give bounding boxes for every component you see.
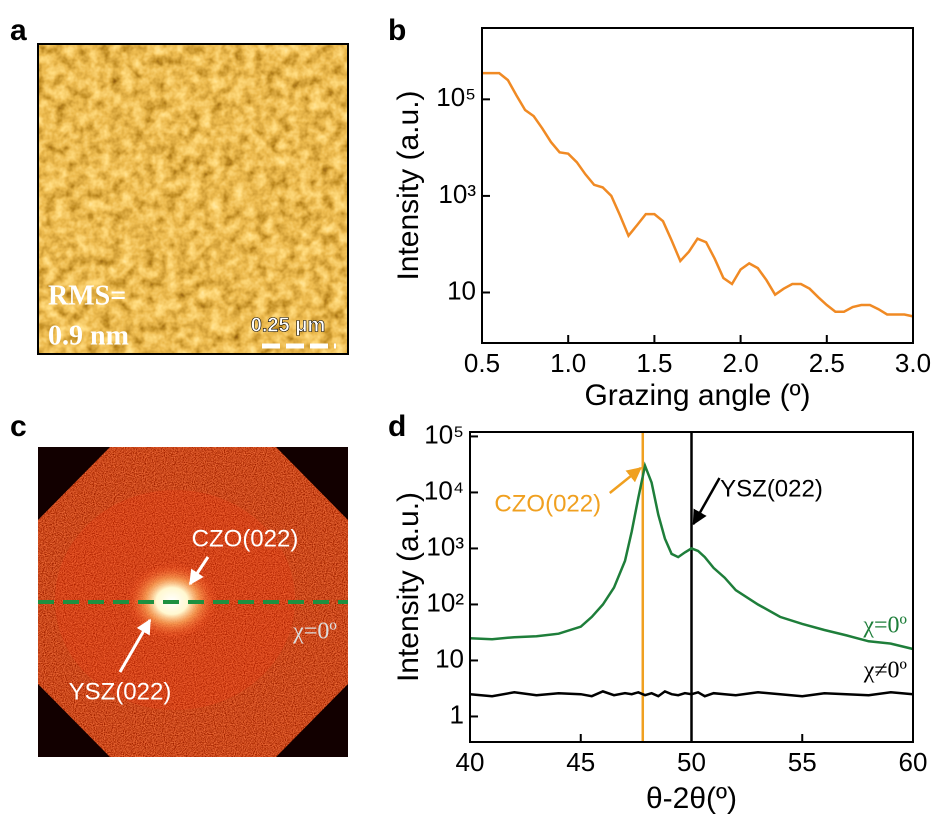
- panel-letter: d: [388, 410, 406, 443]
- panel-letter: b: [388, 14, 406, 47]
- data-line: [482, 73, 913, 316]
- x-tick-label: 2.0: [723, 348, 759, 378]
- x-axis-label: Grazing angle (º): [584, 379, 810, 412]
- x-tick-label: 1.0: [550, 348, 586, 378]
- x-tick-label: 2.5: [809, 348, 845, 378]
- y-axis-label: Intensity (a.u.): [392, 492, 425, 682]
- y-tick-label: 10³: [438, 179, 476, 209]
- x-tick-label: 0.5: [464, 348, 500, 378]
- marker-arrow: [694, 478, 720, 524]
- marker-label: YSZ(022): [720, 475, 823, 502]
- y-tick-label: 10⁵: [436, 82, 476, 112]
- y-tick-label: 10: [447, 275, 476, 305]
- plot-frame: [482, 28, 913, 343]
- y-axis-label: Intensity (a.u.): [392, 90, 425, 280]
- cut-label: χ=0º: [292, 619, 337, 645]
- rms-label: RMS=: [48, 280, 126, 311]
- x-tick-label: 1.5: [636, 348, 672, 378]
- figure: RMS= 0.9 nm 0.25 μm CZO(022) YSZ(022) χ=…: [0, 0, 941, 821]
- series-label: χ=0º: [862, 613, 907, 639]
- y-tick-label: 10⁴: [424, 475, 464, 505]
- rms-value: 0.9 nm: [48, 320, 129, 351]
- scale-bar-label: 0.25 μm: [251, 314, 326, 336]
- y-tick-label: 10²: [426, 587, 464, 617]
- x-tick-label: 60: [899, 747, 928, 777]
- panel-letter: c: [10, 410, 27, 443]
- x-tick-label: 45: [566, 747, 595, 777]
- series-label: χ≠0º: [863, 658, 908, 684]
- czo-label: CZO(022): [192, 525, 299, 552]
- x-tick-label: 40: [456, 747, 485, 777]
- y-tick-label: 10³: [426, 531, 464, 561]
- marker-label: CZO(022): [494, 490, 601, 517]
- ysz-label: YSZ(022): [69, 678, 172, 705]
- y-tick-label: 10⁵: [424, 419, 464, 449]
- x-tick-label: 3.0: [895, 348, 931, 378]
- marker-arrow: [610, 468, 641, 493]
- x-tick-label: 55: [788, 747, 817, 777]
- x-tick-label: 50: [677, 747, 706, 777]
- y-tick-label: 10: [435, 643, 464, 673]
- x-axis-label: θ-2θ(º): [646, 782, 737, 815]
- panel-letter: a: [10, 14, 27, 47]
- y-tick-label: 1: [450, 699, 464, 729]
